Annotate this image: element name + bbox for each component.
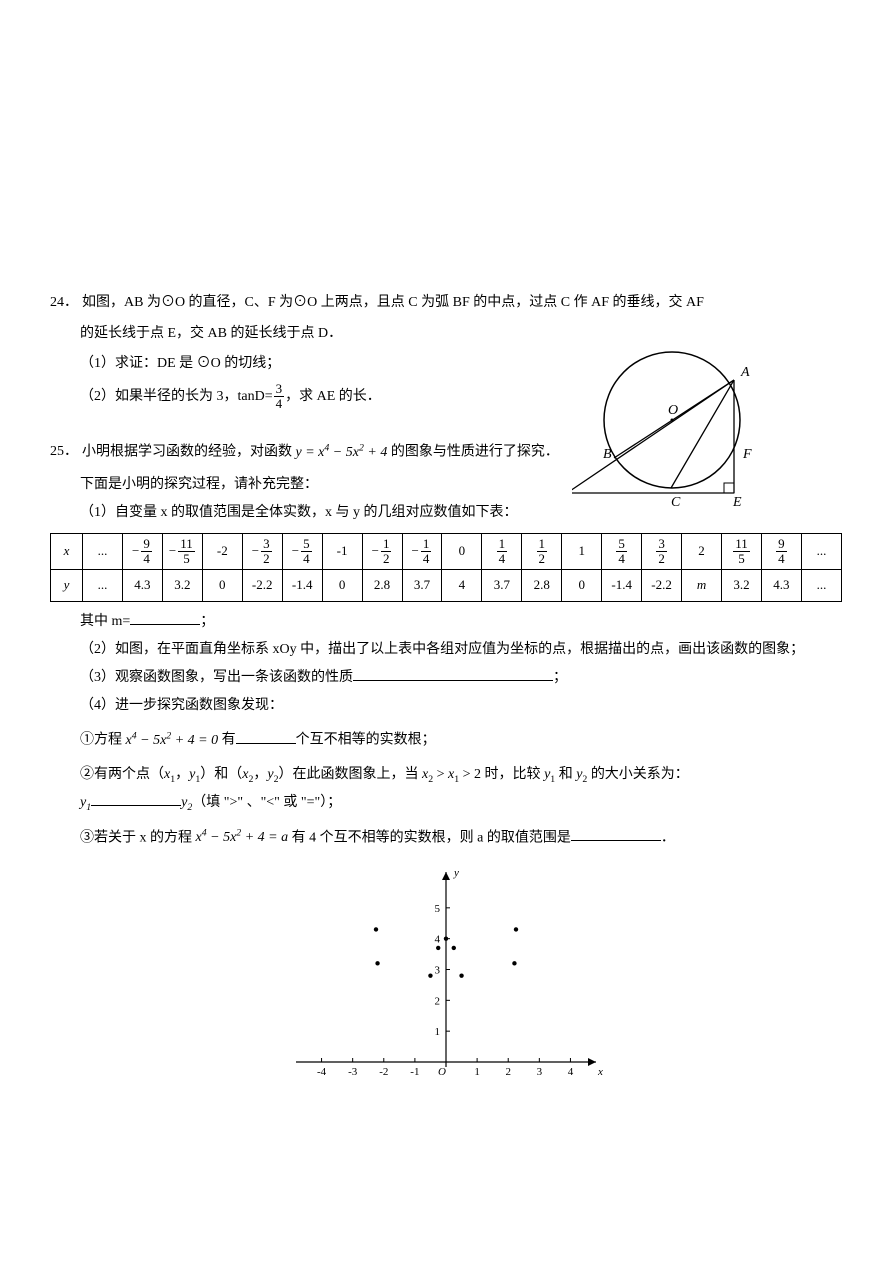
sub3-eq: x4 − 5x2 + 4 = a: [196, 830, 289, 845]
blank-range[interactable]: [571, 827, 661, 841]
lbl-A: A: [740, 365, 750, 380]
p25-sub2b: y1 y2（填 ">" 、"<" 或 "="）；: [80, 789, 842, 817]
p25-sub1: ①方程 x4 − 5x2 + 4 = 0 有 个互不相等的实数根；: [80, 726, 842, 755]
p25-sub3: ③若关于 x 的方程 x4 − 5x2 + 4 = a 有 4 个互不相等的实数…: [80, 824, 842, 853]
p25-stem-a: 小明根据学习函数的经验，对函数: [82, 445, 296, 460]
p25-part2: （2）如图，在平面直角坐标系 xOy 中，描出了以上表中各组对应值为坐标的点，根…: [80, 636, 842, 664]
problem-25: 25． 小明根据学习函数的经验，对函数 y = x4 − 5x2 + 4 的图象…: [50, 439, 842, 1093]
p24-stem-1: 如图，AB 为⊙O 的直径，C、F 为⊙O 上两点，且点 C 为弧 BF 的中点…: [82, 295, 704, 310]
problem-24: 24． 如图，AB 为⊙O 的直径，C、F 为⊙O 上两点，且点 C 为弧 BF…: [50, 290, 842, 411]
svg-text:-2: -2: [379, 1066, 388, 1078]
sub2-c: （填 ">" 、"<" 或 "="）；: [192, 795, 341, 810]
p25-part3: （3）观察函数图象，写出一条该函数的性质 ；: [80, 664, 842, 692]
p25-sub2: ②有两个点（x1，y1）和（x2，y2）在此函数图象上，当 x2 > x1 > …: [80, 761, 842, 789]
blank-compare[interactable]: [91, 792, 181, 806]
svg-text:O: O: [438, 1066, 446, 1078]
blank-m[interactable]: [130, 611, 200, 625]
sub3-b: 有 4 个互不相等的实数根，则 a 的取值范围是: [288, 830, 571, 845]
svg-text:-1: -1: [410, 1066, 419, 1078]
p24-part2-b: ，求 AE 的长．: [285, 389, 381, 404]
frac-tanD: 34: [274, 382, 285, 412]
blank-roots[interactable]: [236, 730, 296, 744]
sub1-eq: x4 − 5x2 + 4 = 0: [126, 733, 219, 748]
p25-part3-b: ；: [553, 670, 567, 685]
svg-text:y: y: [453, 867, 459, 879]
sub3-a: ③若关于 x 的方程: [80, 830, 196, 845]
p25-eq: y = x4 − 5x2 + 4: [296, 445, 388, 460]
frac-n: 3: [274, 382, 285, 397]
lbl-O: O: [668, 403, 678, 418]
svg-text:x: x: [597, 1066, 603, 1078]
p25-part1: （1）自变量 x 的取值范围是全体实数，x 与 y 的几组对应数值如下表：: [80, 499, 842, 527]
sub1-a: ①方程: [80, 733, 126, 748]
p25-after-table: 其中 m= ；: [80, 608, 842, 636]
svg-text:-3: -3: [348, 1066, 358, 1078]
p25-table: x...−94−115-2−32−54-1−12−140141215432211…: [50, 533, 842, 603]
p24-part2-a: （2）如果半径的长为 3，tanD=: [80, 389, 273, 404]
problem-number: 25．: [50, 439, 78, 466]
p25-part4: （4）进一步探究函数图象发现：: [80, 692, 842, 720]
after-table-a: 其中 m=: [80, 614, 130, 629]
svg-text:3: 3: [537, 1066, 543, 1078]
problem-number: 24．: [50, 290, 78, 317]
svg-text:1: 1: [474, 1066, 480, 1078]
sub3-c: ．: [661, 830, 675, 845]
sub2-y2: y2: [181, 795, 192, 810]
svg-text:2: 2: [505, 1066, 511, 1078]
sub2-y1: y1: [80, 795, 91, 810]
svg-text:2: 2: [435, 996, 441, 1008]
p25-stem-b: 的图象与性质进行了探究．: [387, 445, 559, 460]
svg-text:1: 1: [435, 1026, 441, 1038]
sub1-b: 有: [218, 733, 236, 748]
frac-d: 4: [274, 397, 285, 411]
svg-text:5: 5: [435, 903, 441, 915]
after-table-b: ；: [200, 614, 214, 629]
p25-part3-a: （3）观察函数图象，写出一条该函数的性质: [80, 670, 353, 685]
svg-text:-4: -4: [317, 1066, 327, 1078]
blank-property[interactable]: [353, 667, 553, 681]
svg-text:3: 3: [435, 965, 441, 977]
svg-text:4: 4: [568, 1066, 574, 1078]
p25-line2: 下面是小明的探究过程，请补充完整：: [80, 471, 842, 499]
sub2-a: ②有两个点（x1，y1）和（x2，y2）在此函数图象上，当 x2 > x1 > …: [80, 767, 689, 782]
sub1-c: 个互不相等的实数根；: [296, 733, 436, 748]
p25-chart: -4 -3 -2 -1 1 2 3 4 1 2 3 4 5 Ox y: [50, 862, 842, 1093]
svg-text:4: 4: [435, 934, 441, 946]
